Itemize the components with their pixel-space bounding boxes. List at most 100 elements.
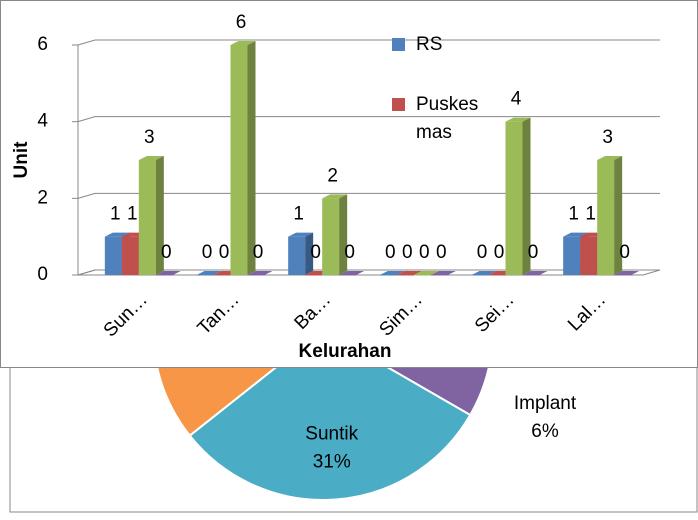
y-axis-label: Unit bbox=[11, 141, 32, 179]
bar-front bbox=[597, 160, 615, 275]
bar-side bbox=[614, 156, 623, 275]
data-label: 0 bbox=[402, 242, 413, 263]
x-axis-label: Kelurahan bbox=[299, 341, 392, 362]
bar-front bbox=[471, 275, 489, 276]
legend-swatch bbox=[392, 38, 405, 51]
bar bbox=[339, 271, 365, 276]
bar-side bbox=[247, 41, 256, 275]
bar-top bbox=[196, 271, 222, 275]
bar-front bbox=[230, 45, 248, 275]
bar bbox=[413, 271, 439, 276]
bar-top bbox=[522, 271, 548, 275]
bar-front bbox=[322, 198, 340, 275]
bar-front bbox=[580, 236, 598, 275]
bar-front bbox=[104, 236, 122, 275]
bar-top bbox=[339, 271, 365, 275]
data-label: 1 bbox=[293, 204, 304, 225]
bar-top bbox=[471, 271, 497, 275]
bar-front bbox=[396, 275, 414, 276]
bar bbox=[379, 271, 405, 276]
bar-side bbox=[155, 156, 164, 275]
bar-top bbox=[288, 232, 314, 237]
data-label: 0 bbox=[219, 242, 230, 263]
data-label: 3 bbox=[144, 127, 155, 148]
bar bbox=[230, 41, 256, 275]
bar-front bbox=[563, 236, 581, 275]
bar-front bbox=[288, 236, 306, 275]
grid-line bbox=[77, 116, 660, 123]
bar bbox=[505, 117, 531, 276]
pie-label: Suntik bbox=[305, 424, 358, 445]
legend-swatch bbox=[392, 98, 405, 111]
grid-line bbox=[77, 192, 660, 199]
bar-top bbox=[614, 271, 640, 275]
bar-front bbox=[488, 275, 506, 276]
bar-front bbox=[138, 160, 156, 275]
bar-front bbox=[505, 121, 523, 276]
bar-top bbox=[138, 156, 164, 160]
bar bbox=[522, 271, 548, 276]
bar bbox=[196, 271, 222, 276]
data-label: 0 bbox=[202, 242, 213, 263]
bar bbox=[155, 271, 181, 276]
data-label: 1 bbox=[110, 204, 121, 225]
data-label: 0 bbox=[161, 242, 172, 263]
bar-front bbox=[379, 275, 397, 276]
bar bbox=[247, 271, 273, 276]
bar-side bbox=[522, 117, 531, 276]
bar-front bbox=[430, 275, 448, 276]
data-label: 1 bbox=[585, 204, 596, 225]
data-label: 0 bbox=[436, 242, 447, 263]
bar-front bbox=[155, 275, 173, 276]
data-label: 2 bbox=[327, 165, 338, 186]
pie-label: Implant bbox=[514, 393, 577, 414]
grid-line bbox=[77, 269, 660, 276]
data-label: 0 bbox=[253, 242, 264, 263]
pie-value-label: 6% bbox=[531, 421, 559, 442]
data-label: 3 bbox=[602, 127, 613, 148]
bar-top bbox=[104, 232, 130, 237]
legend-label: Puskes mas bbox=[416, 94, 478, 143]
bar-front bbox=[247, 275, 265, 276]
data-label: 4 bbox=[511, 89, 522, 110]
bar-top bbox=[155, 271, 181, 275]
y-tick-label: 6 bbox=[37, 34, 48, 55]
pie-slice bbox=[188, 328, 472, 501]
data-label: 0 bbox=[310, 242, 321, 263]
bar-front bbox=[522, 275, 540, 276]
y-tick-label: 2 bbox=[37, 187, 48, 208]
bar-front bbox=[614, 275, 632, 276]
bar-frame bbox=[0, 0, 698, 368]
bar-top bbox=[430, 271, 456, 275]
bar-front bbox=[339, 275, 357, 276]
bar-top bbox=[563, 232, 589, 237]
bar-top bbox=[505, 117, 531, 122]
bar-front bbox=[213, 275, 231, 276]
bar-top bbox=[230, 41, 256, 45]
bar-top bbox=[379, 271, 405, 275]
bar-top bbox=[413, 271, 439, 275]
grid-line bbox=[77, 39, 660, 46]
bar-top bbox=[597, 156, 623, 160]
data-label: 0 bbox=[477, 242, 488, 263]
bar bbox=[322, 194, 348, 275]
bar-front bbox=[305, 275, 323, 276]
bar bbox=[614, 271, 640, 276]
data-label: 0 bbox=[344, 242, 355, 263]
bar-top bbox=[322, 194, 348, 199]
bar bbox=[471, 271, 497, 276]
y-tick-label: 0 bbox=[37, 264, 48, 285]
y-tick-label: 4 bbox=[37, 111, 48, 132]
data-label: 0 bbox=[385, 242, 396, 263]
data-label: 0 bbox=[528, 242, 539, 263]
data-label: 6 bbox=[236, 12, 247, 33]
bar bbox=[288, 232, 314, 275]
bar bbox=[396, 271, 422, 276]
bar-front bbox=[196, 275, 214, 276]
bar-top bbox=[247, 271, 273, 275]
legend-label: RS bbox=[416, 34, 442, 55]
bar-side bbox=[305, 232, 314, 275]
data-label: 0 bbox=[619, 242, 630, 263]
data-label: 1 bbox=[127, 204, 138, 225]
